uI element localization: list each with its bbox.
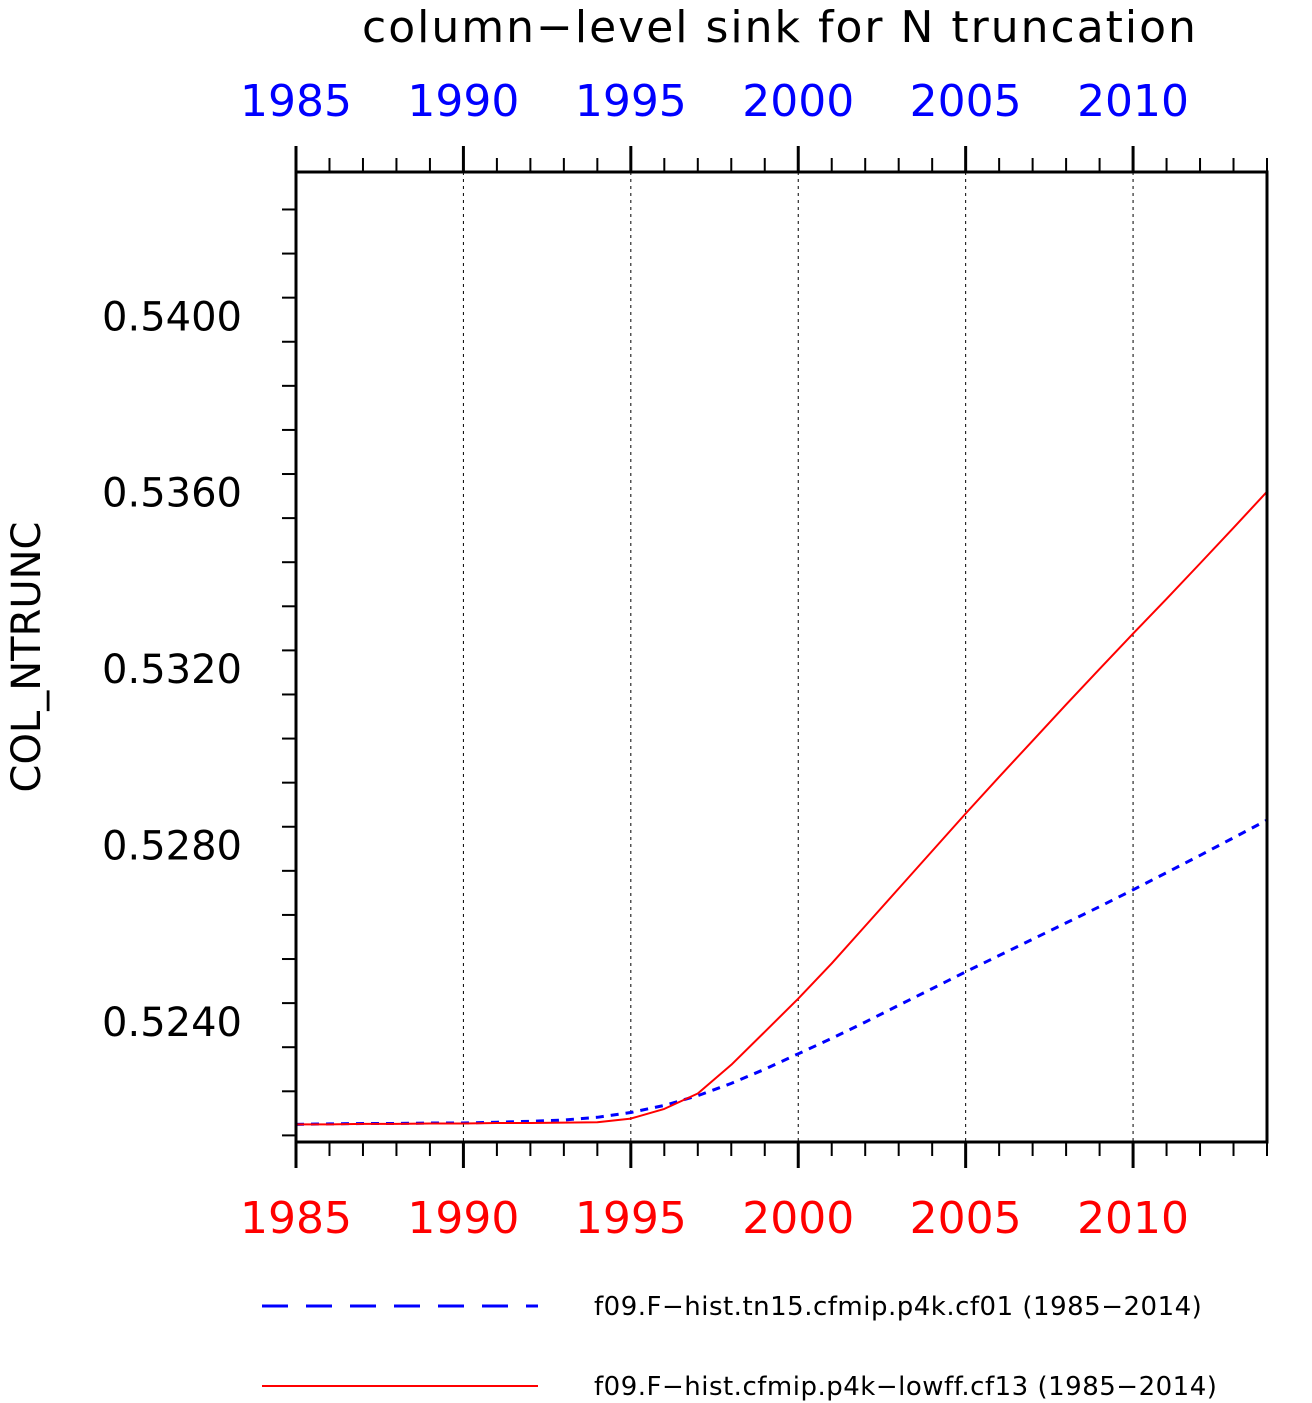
x-tick-label-bottom-2010: 2010 bbox=[1077, 1193, 1189, 1244]
series-layer bbox=[295, 491, 1268, 1126]
x-tick-label-top-1995: 1995 bbox=[575, 76, 687, 127]
x-tick-label-top-2005: 2005 bbox=[910, 76, 1022, 127]
y-tick-label-0.5280: 0.5280 bbox=[102, 823, 242, 869]
y-axis-label: COL_NTRUNC bbox=[4, 522, 50, 793]
tick-labels: 1985 1985 1990 1990 1995 1995 2000 2000 2005 2005… bbox=[102, 76, 1189, 1244]
series-line-1 bbox=[295, 818, 1268, 1126]
chart-title: column−level sink for N truncation bbox=[362, 2, 1198, 53]
y-tick-label-0.5360: 0.5360 bbox=[102, 471, 242, 517]
y-tick-label-0.5240: 0.5240 bbox=[102, 1000, 242, 1046]
x-tick-label-top-1990: 1990 bbox=[407, 76, 519, 127]
x-tick-label-top-2000: 2000 bbox=[742, 76, 854, 127]
x-tick-label-bottom-1990: 1990 bbox=[407, 1193, 519, 1244]
y-tick-label-0.5320: 0.5320 bbox=[102, 647, 242, 693]
plot-frame bbox=[294, 170, 1269, 1144]
y-tick-label-0.5400: 0.5400 bbox=[102, 294, 242, 340]
x-tick-label-bottom-1985: 1985 bbox=[240, 1193, 352, 1244]
series-line-2 bbox=[296, 491, 1268, 1126]
x-tick-label-top-1985: 1985 bbox=[240, 76, 352, 127]
legend-label-1: f09.F−hist.tn15.cfmip.p4k.cf01 (1985−201… bbox=[594, 1292, 1202, 1322]
legend: f09.F−hist.tn15.cfmip.p4k.cf01 (1985−201… bbox=[262, 1292, 1217, 1402]
grid-lines bbox=[462, 172, 1134, 1142]
x-tick-label-bottom-2000: 2000 bbox=[742, 1193, 854, 1244]
x-tick-label-bottom-2005: 2005 bbox=[910, 1193, 1022, 1244]
x-tick-label-bottom-1995: 1995 bbox=[575, 1193, 687, 1244]
legend-label-2: f09.F−hist.cfmip.p4k−lowff.cf13 (1985−20… bbox=[594, 1372, 1217, 1402]
axis-ticks bbox=[282, 146, 1268, 1168]
x-tick-label-top-2010: 2010 bbox=[1077, 76, 1189, 127]
